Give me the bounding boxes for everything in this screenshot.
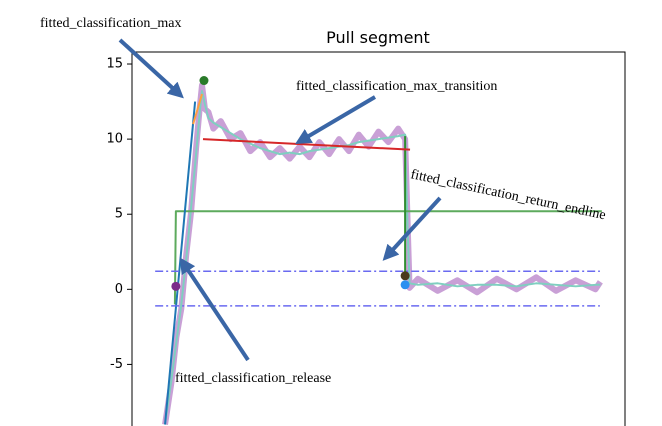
y-tick-label: 10 [106,132,123,147]
arrow [118,38,184,99]
annotation: fitted_classification_release [175,371,331,386]
y-tick-label: 15 [106,57,123,72]
annotation: fitted_classification_max_transition [296,79,497,94]
annotation: fitted_classification_max [40,16,182,31]
arrow [179,257,250,362]
axes-frame [131,51,626,426]
series-line [192,93,203,125]
point [400,271,410,281]
point [199,76,209,86]
annotation: fitted_classification_return_endline [409,167,607,223]
y-tick-label: 0 [115,282,123,297]
chart-title: Pull segment [326,28,430,47]
annotation-arrows [118,38,442,362]
arrow [295,95,377,145]
y-tick-label: 5 [115,207,123,222]
y-tick-label: -5 [110,357,123,372]
point [400,280,410,290]
series-line [202,138,411,151]
series-line [164,90,601,425]
series-line [173,210,602,305]
point [171,281,181,291]
arrow [382,196,442,261]
